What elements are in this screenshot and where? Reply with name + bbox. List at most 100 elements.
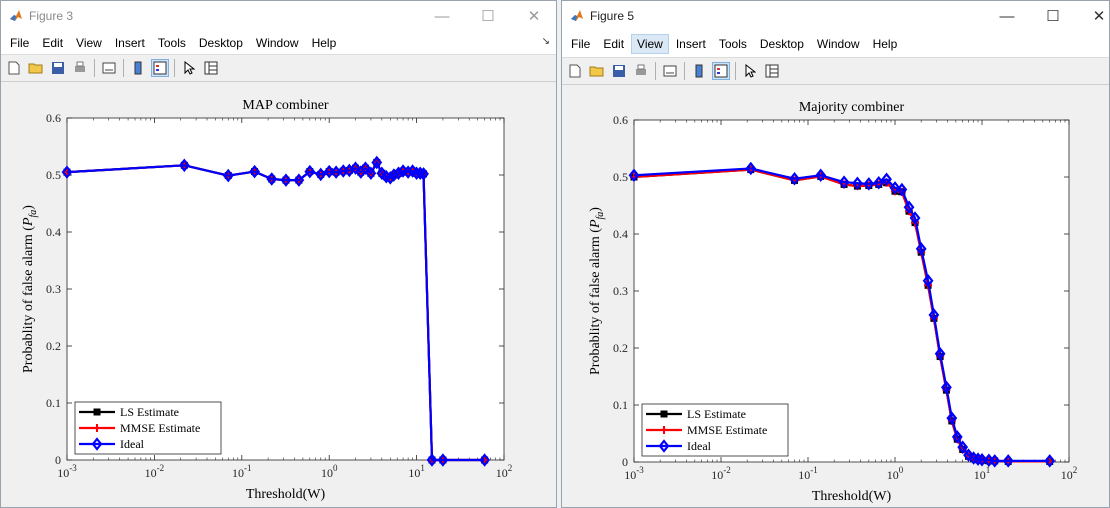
data-point <box>304 164 316 179</box>
menu-desktop[interactable]: Desktop <box>759 37 804 51</box>
matlab-logo-icon <box>570 9 584 23</box>
legend-marker <box>91 437 103 451</box>
title-bar[interactable]: Figure 5 — ☐ ✕ <box>562 1 1109 31</box>
dock-figure-icon[interactable]: ↘ <box>541 36 550 47</box>
data-point <box>1044 454 1056 468</box>
edit-plot-button[interactable] <box>180 59 198 77</box>
maximize-icon: ☐ <box>481 8 495 25</box>
save-figure-button[interactable] <box>49 59 67 77</box>
legend-marker <box>660 410 668 418</box>
y-tick-label: 0.3 <box>613 284 628 298</box>
data-point <box>815 168 827 183</box>
matlab-logo-icon <box>9 9 23 23</box>
data-point <box>946 411 958 425</box>
menu-tools[interactable]: Tools <box>157 35 186 50</box>
data-point <box>989 454 1001 468</box>
y-tick-label: 0.1 <box>613 398 628 412</box>
data-point <box>371 155 383 170</box>
legend-icon <box>714 64 728 78</box>
legend-label: LS Estimate <box>687 407 746 421</box>
map-combiner-chart[interactable]: 10-3 10-2 10-1 100 101 102 0 0.1 0.2 0.3 0.4 0.5 0.6… <box>1 84 557 508</box>
x-axis-label: Threshold(W) <box>246 487 326 502</box>
new-figure-button[interactable] <box>5 59 23 77</box>
menu-insert[interactable]: Insert <box>675 37 706 51</box>
y-tick-label: 0.4 <box>46 225 61 239</box>
data-point <box>873 175 885 190</box>
save-figure-button[interactable] <box>610 62 628 80</box>
data-point <box>889 181 901 195</box>
majority-combiner-chart[interactable]: 10-3 10-2 10-1 100 101 102 0 0.1 0.2 0.3 0.4 0.5 0.6… <box>562 87 1110 508</box>
maximize-button[interactable]: ☐ <box>1030 1 1076 31</box>
menu-file[interactable]: File <box>10 35 30 50</box>
menu-edit[interactable]: Edit <box>603 37 625 51</box>
property-editor-button[interactable] <box>763 62 781 80</box>
menu-help[interactable]: Help <box>872 37 898 51</box>
data-point <box>909 211 921 225</box>
x-tick-label: 10-3 <box>624 465 644 482</box>
menu-window[interactable]: Window <box>816 37 860 51</box>
window-title: Figure 5 <box>590 9 635 23</box>
maximize-icon: ☐ <box>1046 8 1060 25</box>
insert-legend-button[interactable] <box>151 59 169 77</box>
y-tick-label: 0.2 <box>613 341 628 355</box>
chart-title: Majority combiner <box>799 100 905 115</box>
y-tick-label: 0.4 <box>613 227 628 241</box>
pointer-arrow-icon <box>745 64 756 78</box>
data-point <box>628 168 640 183</box>
insert-colorbar-button[interactable] <box>129 59 147 77</box>
close-button[interactable]: ✕ <box>511 1 556 31</box>
open-file-button[interactable] <box>27 59 45 77</box>
legend-label: MMSE Estimate <box>120 421 200 435</box>
open-file-button[interactable] <box>588 62 606 80</box>
legend-label: Ideal <box>120 437 145 451</box>
x-tick-label: 101 <box>974 465 991 482</box>
print-figure-button[interactable] <box>632 62 650 80</box>
data-point <box>863 177 875 191</box>
x-tick-label: 10-3 <box>57 463 77 480</box>
colorbar-icon <box>134 61 142 75</box>
data-point <box>360 161 371 175</box>
x-tick-label: 102 <box>496 463 513 480</box>
data-point <box>280 173 292 187</box>
menu-view[interactable]: View <box>631 34 669 54</box>
property-editor-button[interactable] <box>202 59 220 77</box>
link-plot-button[interactable] <box>100 59 118 77</box>
link-plot-button[interactable] <box>661 62 679 80</box>
maximize-button[interactable]: ☐ <box>465 1 511 31</box>
menu-file[interactable]: File <box>571 37 591 51</box>
figure-toolbar <box>562 57 1109 85</box>
menu-desktop[interactable]: Desktop <box>198 35 243 50</box>
new-figure-button[interactable] <box>566 62 584 80</box>
toolbar-separator <box>655 62 656 80</box>
print-figure-button[interactable] <box>71 59 89 77</box>
data-point <box>934 346 946 361</box>
menu-edit[interactable]: Edit <box>42 35 64 50</box>
minimize-button[interactable]: — <box>984 1 1030 31</box>
folder-icon <box>28 63 43 74</box>
menu-window[interactable]: Window <box>255 35 299 50</box>
menu-view[interactable]: View <box>76 35 102 50</box>
legend-marker <box>93 408 101 416</box>
data-point <box>915 242 927 256</box>
legend-label: MMSE Estimate <box>687 423 767 437</box>
title-bar[interactable]: Figure 3 — ☐ ✕ <box>1 1 556 31</box>
menu-insert[interactable]: Insert <box>114 35 145 50</box>
data-point <box>393 166 404 181</box>
insert-legend-button[interactable] <box>712 62 730 80</box>
save-icon <box>52 62 64 74</box>
menu-help[interactable]: Help <box>311 35 337 50</box>
minimize-button[interactable]: — <box>419 1 465 31</box>
close-button[interactable]: ✕ <box>1076 1 1109 31</box>
pointer-arrow-icon <box>184 61 195 75</box>
figure-window-3[interactable]: Figure 3 — ☐ ✕ File Edit View Insert Too… <box>0 0 557 508</box>
data-point <box>222 168 234 183</box>
series-2 <box>61 155 491 467</box>
x-tick-label: 10-2 <box>711 465 731 482</box>
edit-plot-button[interactable] <box>741 62 759 80</box>
insert-colorbar-button[interactable] <box>690 62 708 80</box>
figure-window-5[interactable]: Figure 5 — ☐ ✕ File Edit View Insert Too… <box>561 0 1110 508</box>
menu-tools[interactable]: Tools <box>718 37 747 51</box>
menu-bar: File Edit View Insert Tools Desktop Wind… <box>1 31 556 54</box>
data-point <box>323 164 335 179</box>
legend-marker <box>660 426 668 434</box>
